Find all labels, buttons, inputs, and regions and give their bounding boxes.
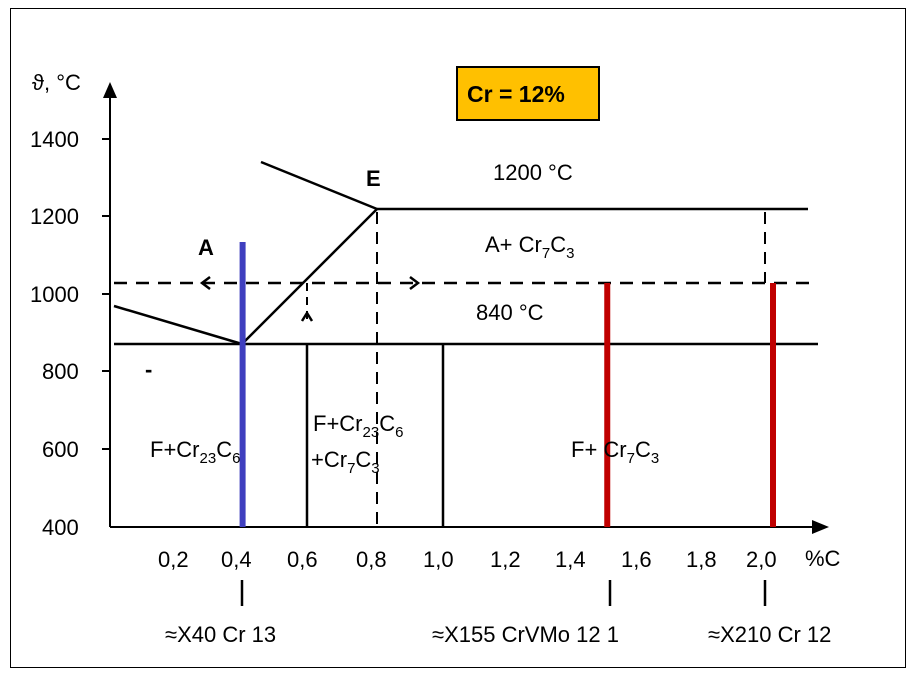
steel-label-x155: ≈X155 CrVMo 12 1 bbox=[432, 622, 619, 647]
x-tick-0-8: 0,8 bbox=[356, 547, 387, 572]
lower-left-boundary bbox=[113, 304, 243, 346]
y-axis-label: ϑ, °C bbox=[32, 70, 81, 95]
region-mixed-line1: F+Cr23C6 bbox=[313, 411, 403, 441]
region-ferrite-cr7c3: F+ Cr7C3 bbox=[571, 437, 659, 467]
x-tick-1-0: 1,0 bbox=[423, 547, 454, 572]
point-e-label: E bbox=[366, 166, 381, 191]
austenite-boundary bbox=[241, 208, 378, 345]
x-tick-2-0: 2,0 bbox=[746, 547, 777, 572]
x-tick-1-6: 1,6 bbox=[621, 547, 652, 572]
steel-lines bbox=[239, 242, 776, 527]
temp-1200-label: 1200 °C bbox=[493, 160, 573, 185]
title-box bbox=[456, 66, 600, 121]
y-tick-1000: 1000 bbox=[30, 282, 79, 307]
x-axis-label: %C bbox=[805, 546, 841, 571]
arrow-left-mark bbox=[199, 276, 211, 290]
x-tick-1-2: 1,2 bbox=[490, 547, 521, 572]
point-a-label: A bbox=[198, 235, 214, 260]
x-tick-labels: 0,2 0,4 0,6 0,8 1,0 1,2 1,4 1,6 1,8 2,0 bbox=[158, 547, 777, 572]
region-austenite-cr7c3: A+ Cr7C3 bbox=[485, 232, 574, 262]
region-mixed-line2: +Cr7C3 bbox=[311, 447, 380, 477]
x-tick-0-2: 0,2 bbox=[158, 547, 189, 572]
y-axis-arrow bbox=[103, 82, 117, 98]
region-ferrite-cr23c6: F+Cr23C6 bbox=[150, 437, 240, 467]
arrow-up-mark bbox=[300, 310, 314, 322]
y-tick-800: 800 bbox=[42, 359, 79, 384]
x-axis-arrow bbox=[812, 520, 829, 534]
x-tick-1-4: 1,4 bbox=[555, 547, 586, 572]
x-tick-1-8: 1,8 bbox=[686, 547, 717, 572]
y-ticks bbox=[102, 138, 110, 450]
y-tick-1400: 1400 bbox=[30, 127, 79, 152]
title-text: Cr = 12% bbox=[467, 81, 565, 107]
y-tick-1200: 1200 bbox=[30, 204, 79, 229]
x-tick-0-4: 0,4 bbox=[221, 547, 252, 572]
dash-mark: - bbox=[145, 357, 152, 382]
y-tick-600: 600 bbox=[42, 437, 79, 462]
x-tick-0-6: 0,6 bbox=[287, 547, 318, 572]
upper-left-boundary bbox=[260, 160, 378, 211]
steel-label-x210: ≈X210 Cr 12 bbox=[708, 622, 831, 647]
steel-label-x40: ≈X40 Cr 13 bbox=[165, 622, 276, 647]
y-tick-400: 400 bbox=[42, 515, 79, 540]
temp-840-label: 840 °C bbox=[476, 300, 544, 325]
arrow-right-mark bbox=[409, 276, 421, 290]
